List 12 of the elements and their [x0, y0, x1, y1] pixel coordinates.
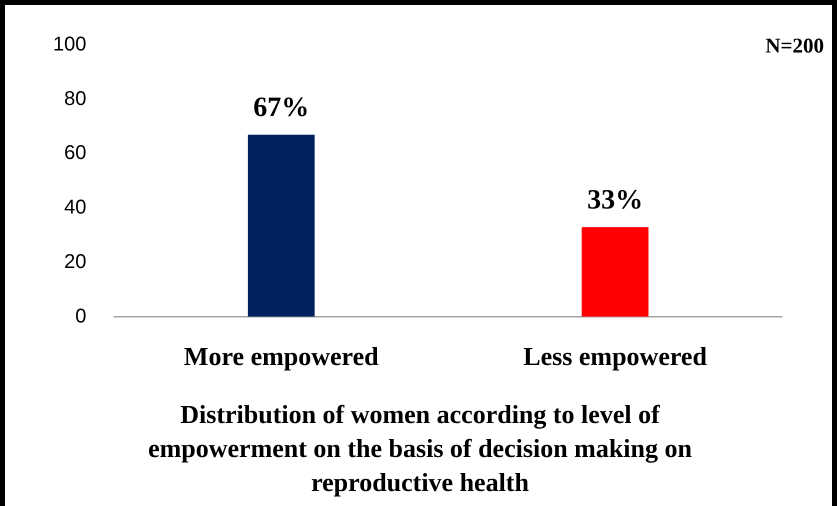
- y-tick-label: 60: [64, 142, 86, 164]
- y-tick-label: 80: [64, 88, 86, 110]
- y-tick-label: 20: [64, 250, 86, 273]
- data-label: 67%: [253, 92, 310, 123]
- x-tick-label: More empowered: [184, 342, 380, 372]
- x-tick-label: Less empowered: [523, 342, 708, 372]
- annotation: N=200: [765, 33, 824, 58]
- data-label: 33%: [587, 184, 644, 216]
- y-tick-label: 100: [52, 34, 86, 56]
- y-tick-label: 40: [64, 196, 86, 219]
- text: Distribution of women according to level of empowerment on the basis of decision making on reproductive health: [147, 399, 693, 499]
- y-tick-label: 0: [75, 305, 86, 328]
